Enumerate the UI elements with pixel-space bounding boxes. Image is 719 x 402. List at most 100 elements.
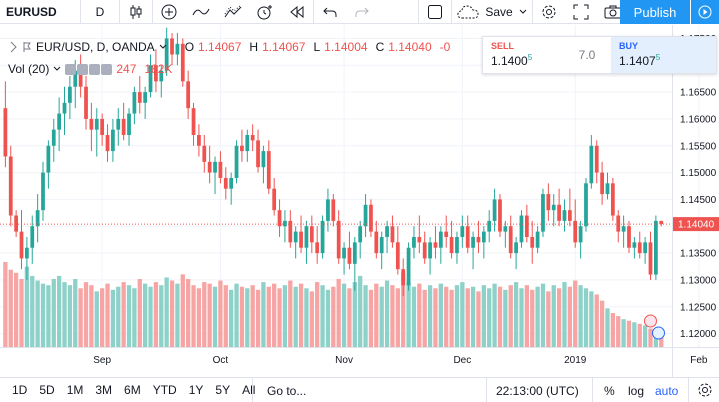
volume-bar xyxy=(62,282,67,347)
volume-bar xyxy=(56,275,62,347)
candle-body xyxy=(19,231,24,259)
price-tick-label: 1.15500 xyxy=(680,141,717,152)
settings-icon[interactable] xyxy=(697,382,713,401)
publish-button[interactable]: Publish xyxy=(620,0,690,24)
candle-body xyxy=(35,210,40,227)
candle-body xyxy=(132,92,137,114)
range-1d[interactable]: 1D xyxy=(12,383,28,397)
volume-bar xyxy=(164,277,169,347)
volume-value: 247 xyxy=(116,62,137,76)
candle-body xyxy=(62,102,67,114)
price-tick-label: 1.13000 xyxy=(680,275,717,286)
volume-bar xyxy=(411,286,417,347)
save-button[interactable]: Save xyxy=(452,0,532,24)
volume-bar xyxy=(449,289,454,347)
candle-body xyxy=(121,118,126,136)
trend-icon[interactable] xyxy=(185,0,217,24)
candle-body xyxy=(374,231,379,254)
range-5y[interactable]: 5Y xyxy=(215,383,231,397)
collapse-arrows-icon[interactable] xyxy=(8,41,18,53)
volume-bar xyxy=(143,283,148,347)
settings-icon[interactable] xyxy=(77,63,89,75)
volume-bar xyxy=(105,283,110,347)
close-icon[interactable] xyxy=(89,63,101,75)
eye-icon[interactable] xyxy=(65,63,77,75)
more-icon[interactable] xyxy=(101,63,113,75)
volume-bar xyxy=(191,285,196,347)
candle-body xyxy=(256,140,260,168)
volume-bar xyxy=(212,286,218,347)
volume-bar xyxy=(390,285,395,347)
volume-bar xyxy=(433,288,438,347)
event-badge-icon xyxy=(651,326,665,340)
candle-body xyxy=(331,199,336,221)
event-badge-icon xyxy=(643,314,657,328)
volume-bar xyxy=(556,288,562,347)
candle-body xyxy=(428,242,432,259)
time-tick-label: Dec xyxy=(453,355,471,366)
candle-body xyxy=(143,92,148,103)
candle-body xyxy=(567,210,572,221)
candle-body xyxy=(245,135,250,152)
add-indicator-icon[interactable] xyxy=(153,0,185,24)
volume-bar xyxy=(374,283,379,347)
symbol-title[interactable]: EUR/USD, D, OANDA xyxy=(36,40,155,54)
log-toggle[interactable]: log xyxy=(628,384,645,398)
range-all[interactable]: All xyxy=(242,383,256,397)
volume-bar xyxy=(508,285,513,347)
chevron-down-icon[interactable] xyxy=(53,66,61,72)
candles-icon[interactable] xyxy=(120,0,152,24)
range-1y[interactable]: 1Y xyxy=(188,383,204,397)
candle-body xyxy=(68,86,72,103)
candle-body xyxy=(207,161,212,173)
range-1m[interactable]: 1M xyxy=(66,383,84,397)
flag-icon[interactable] xyxy=(22,41,32,53)
candle-body xyxy=(148,65,153,93)
volume-bar xyxy=(438,283,443,347)
range-6m[interactable]: 6M xyxy=(124,383,141,397)
time-display[interactable]: 22:13:00 (UTC) xyxy=(496,384,579,398)
alert-icon[interactable] xyxy=(249,0,281,24)
settings-icon[interactable] xyxy=(533,0,565,24)
price-tick-label: 1.12000 xyxy=(680,329,717,340)
candle-body xyxy=(154,65,158,82)
volume-bar xyxy=(347,288,352,347)
goto-button[interactable]: Go to... xyxy=(267,384,307,398)
volume-bar xyxy=(40,283,46,347)
volume-bar xyxy=(513,282,519,347)
chart-canvas[interactable]: 1.175001.170001.165001.160001.155001.150… xyxy=(0,25,719,377)
percent-toggle[interactable]: % xyxy=(604,384,615,398)
indicators-icon[interactable] xyxy=(217,0,249,24)
replay-icon[interactable] xyxy=(281,0,313,24)
volume-bar xyxy=(546,291,551,347)
layout-icon[interactable] xyxy=(419,0,451,24)
symbol-search[interactable]: EURUSD xyxy=(6,4,57,19)
volume-bar xyxy=(642,325,648,347)
range-5d[interactable]: 5D xyxy=(39,383,55,397)
redo-icon[interactable] xyxy=(346,0,378,24)
close-value: 1.14040 xyxy=(388,40,432,54)
play-icon[interactable] xyxy=(690,0,719,24)
buy-price: 1.1407 xyxy=(619,54,656,68)
sell-button[interactable]: SELL 1.14005 xyxy=(483,37,563,73)
undo-icon[interactable] xyxy=(314,0,346,24)
range-3m[interactable]: 3M xyxy=(95,383,113,397)
candle-body xyxy=(632,242,637,248)
fullscreen-icon[interactable] xyxy=(565,0,597,24)
range-ytd[interactable]: YTD xyxy=(152,383,177,397)
interval-selector[interactable]: D xyxy=(95,4,105,19)
volume-bar xyxy=(659,334,664,347)
volume-title[interactable]: Vol (20) xyxy=(8,62,50,76)
candle-body xyxy=(293,231,298,243)
candle-body xyxy=(105,135,110,152)
buy-button[interactable]: BUY 1.14075 xyxy=(611,37,716,73)
low-label: L xyxy=(313,40,321,54)
candle-body xyxy=(277,210,282,227)
auto-toggle[interactable]: auto xyxy=(655,384,679,398)
chevron-down-icon[interactable] xyxy=(159,44,167,50)
volume-bar xyxy=(503,289,508,347)
volume-bar xyxy=(255,289,261,347)
candle-body xyxy=(186,81,191,109)
candle-body xyxy=(30,226,35,248)
price-chart[interactable]: 1.175001.170001.165001.160001.155001.150… xyxy=(0,25,719,377)
